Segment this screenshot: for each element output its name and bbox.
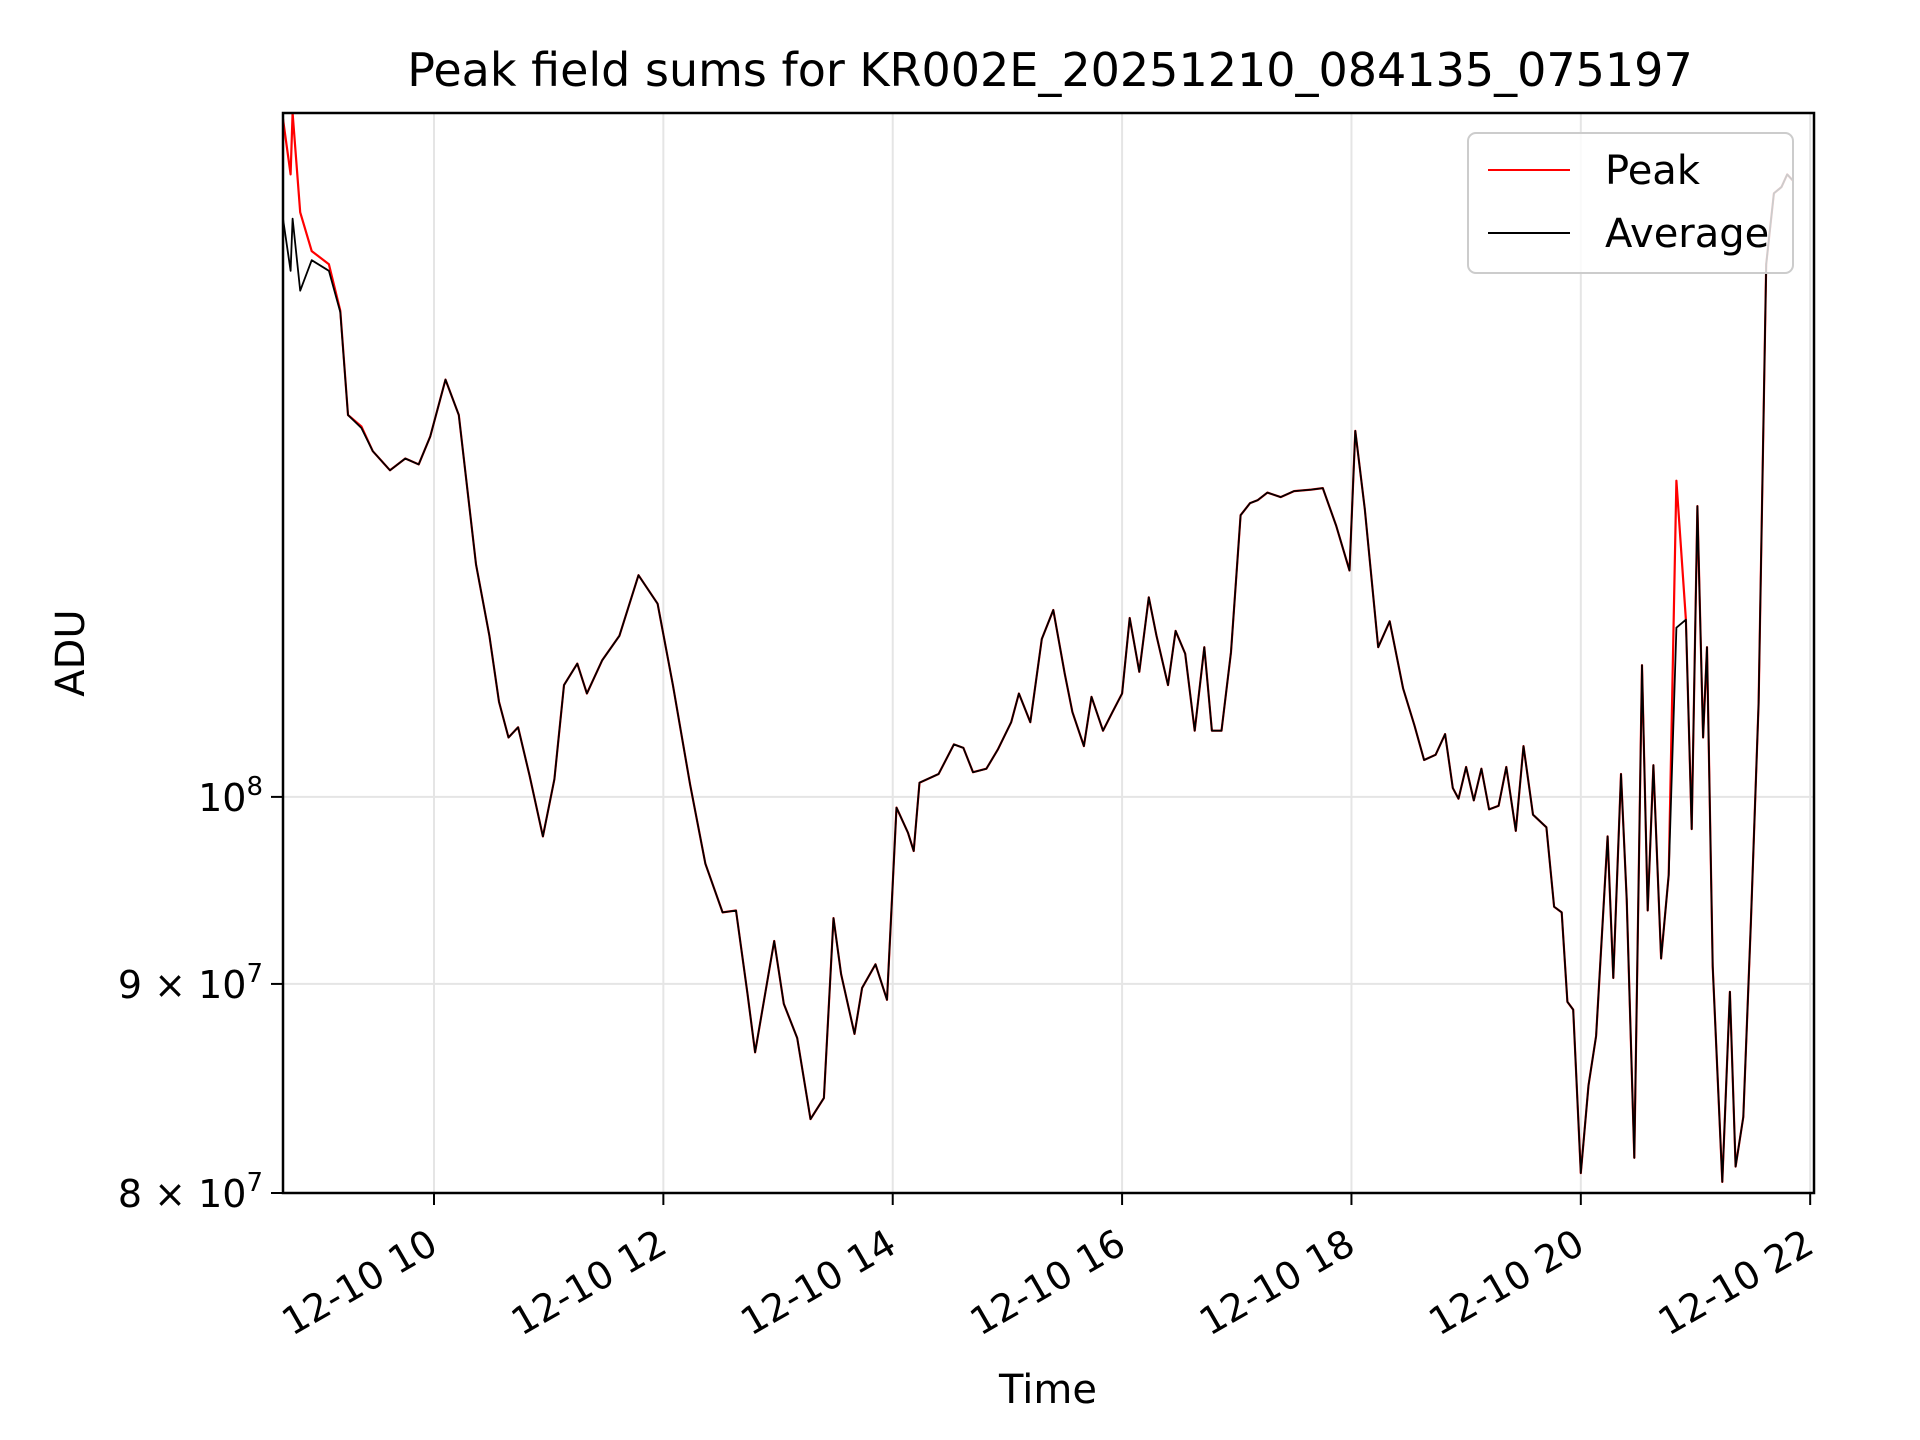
series-group xyxy=(283,113,1794,1184)
plot-frame xyxy=(281,111,1816,1195)
y-tick-label: 8 × 107 xyxy=(118,1168,263,1216)
series-line-average xyxy=(283,173,1794,1183)
gridlines xyxy=(283,113,1814,1193)
y-axis-ticks: 8 × 107 9 × 107 108 xyxy=(118,772,283,1216)
chart-title: Peak field sums for KR002E_20251210_0841… xyxy=(407,43,1692,97)
y-tick-label: 9 × 107 xyxy=(118,959,263,1007)
legend: Peak Average xyxy=(1467,132,1794,274)
x-axis-label: Time xyxy=(998,1367,1097,1413)
legend-box xyxy=(1467,132,1794,274)
legend-average-label: Average xyxy=(1605,211,1769,257)
legend-peak-label: Peak xyxy=(1605,148,1701,194)
y-tick-label: 108 xyxy=(198,772,263,820)
y-axis-label: ADU xyxy=(48,609,94,696)
